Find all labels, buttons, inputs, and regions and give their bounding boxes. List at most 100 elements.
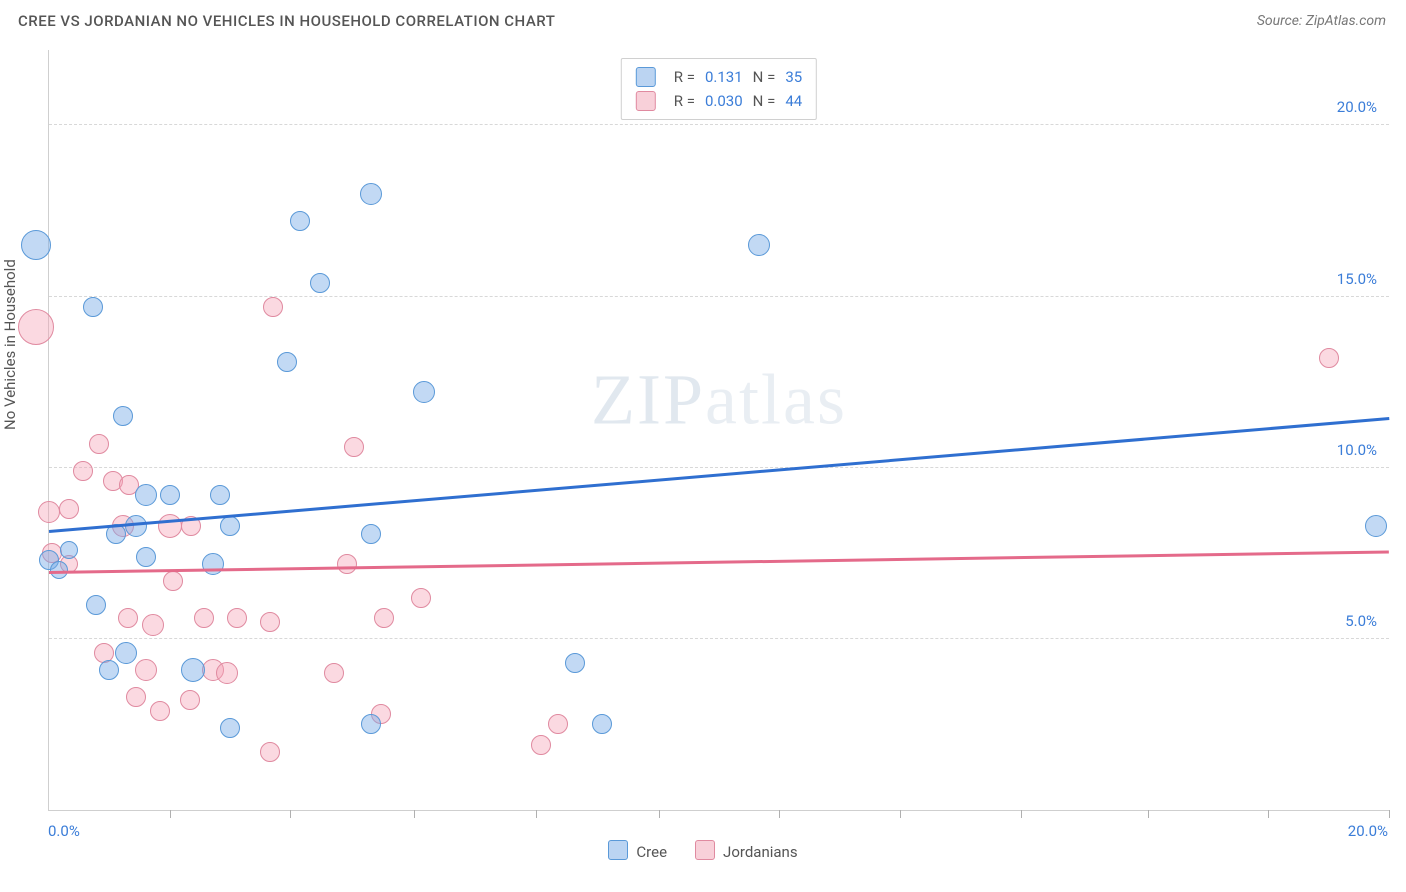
data-point-jordanians [411, 588, 431, 608]
x-tick [1268, 810, 1269, 818]
x-tick [659, 810, 660, 818]
x-tick [1021, 810, 1022, 818]
y-tick-label: 10.0% [1337, 441, 1377, 459]
y-tick-label: 5.0% [1345, 612, 1377, 630]
x-tick [536, 810, 537, 818]
gridline [49, 296, 1389, 297]
x-tick [290, 810, 291, 818]
swatch-pink-icon [636, 91, 656, 111]
data-point-cree [83, 297, 103, 317]
data-point-jordanians [142, 614, 164, 636]
data-point-cree [135, 484, 157, 506]
legend-label: Cree [636, 843, 667, 861]
data-point-cree [136, 547, 156, 567]
n-value: 35 [785, 65, 802, 89]
x-tick [779, 810, 780, 818]
y-tick-label: 15.0% [1337, 270, 1377, 288]
data-point-jordanians [337, 554, 357, 574]
data-point-jordanians [227, 608, 247, 628]
y-tick-label: 20.0% [1337, 98, 1377, 116]
scatter-chart: ZIPatlas R = 0.131 N = 35 R = 0.030 N = … [48, 50, 1389, 811]
data-point-cree [220, 718, 240, 738]
data-point-jordanians [126, 687, 146, 707]
data-point-cree [202, 553, 224, 575]
data-point-cree [99, 660, 119, 680]
swatch-blue-icon [636, 67, 656, 87]
legend-item-jordanians: Jordanians [695, 840, 798, 861]
y-axis-title: No Vehicles in Household [1, 259, 19, 430]
data-point-jordanians [180, 690, 200, 710]
gridline [49, 467, 1389, 468]
legend-item-cree: Cree [608, 840, 667, 861]
watermark-main: ZIP [591, 359, 705, 439]
gridline [49, 638, 1389, 639]
data-point-jordanians [118, 608, 138, 628]
x-axis-max-label: 20.0% [1348, 822, 1388, 840]
data-point-jordanians [1319, 348, 1339, 368]
data-point-cree [413, 381, 435, 403]
data-point-cree [361, 524, 381, 544]
n-value: 44 [785, 89, 802, 113]
watermark-rest: atlas [705, 359, 847, 439]
data-point-cree [115, 642, 137, 664]
data-point-cree [748, 234, 770, 256]
trend-line-jordanians [49, 551, 1389, 574]
data-point-cree [160, 485, 180, 505]
data-point-cree [592, 714, 612, 734]
n-label: N = [753, 89, 776, 113]
data-point-cree [277, 352, 297, 372]
data-point-cree [60, 541, 78, 559]
x-tick [170, 810, 171, 818]
chart-source: Source: ZipAtlas.com [1257, 13, 1386, 29]
x-tick [414, 810, 415, 818]
data-point-jordanians [260, 742, 280, 762]
data-point-cree [181, 658, 205, 682]
series-legend: Cree Jordanians [0, 840, 1406, 861]
data-point-jordanians [548, 714, 568, 734]
data-point-cree [220, 516, 240, 536]
data-point-jordanians [374, 608, 394, 628]
legend-row-jordanians: R = 0.030 N = 44 [636, 89, 802, 113]
data-point-jordanians [150, 701, 170, 721]
gridline [49, 124, 1389, 125]
x-tick [1389, 810, 1390, 818]
data-point-jordanians [163, 571, 183, 591]
data-point-jordanians [263, 297, 283, 317]
legend-row-cree: R = 0.131 N = 35 [636, 65, 802, 89]
data-point-jordanians [38, 501, 60, 523]
data-point-cree [1365, 515, 1387, 537]
r-label: R = [674, 65, 695, 89]
chart-header: CREE VS JORDANIAN NO VEHICLES IN HOUSEHO… [0, 0, 1406, 42]
r-label: R = [674, 89, 695, 113]
n-label: N = [753, 65, 776, 89]
data-point-jordanians [59, 499, 79, 519]
data-point-jordanians [216, 662, 238, 684]
correlation-legend: R = 0.131 N = 35 R = 0.030 N = 44 [621, 58, 817, 120]
data-point-cree [86, 595, 106, 615]
data-point-jordanians [18, 309, 54, 345]
chart-title: CREE VS JORDANIAN NO VEHICLES IN HOUSEHO… [18, 12, 555, 30]
data-point-jordanians [324, 663, 344, 683]
watermark: ZIPatlas [591, 358, 847, 441]
x-tick [900, 810, 901, 818]
data-point-jordanians [158, 514, 182, 538]
data-point-cree [361, 714, 381, 734]
data-point-jordanians [135, 659, 157, 681]
data-point-jordanians [344, 437, 364, 457]
trend-line-cree [49, 417, 1389, 532]
r-value: 0.030 [705, 89, 743, 113]
x-axis-min-label: 0.0% [48, 822, 80, 840]
swatch-blue-icon [608, 840, 628, 860]
data-point-cree [21, 230, 51, 260]
data-point-jordanians [260, 612, 280, 632]
data-point-jordanians [73, 461, 93, 481]
data-point-cree [360, 183, 382, 205]
data-point-cree [290, 211, 310, 231]
data-point-jordanians [194, 608, 214, 628]
data-point-cree [565, 653, 585, 673]
data-point-jordanians [89, 434, 109, 454]
data-point-cree [210, 485, 230, 505]
data-point-jordanians [531, 735, 551, 755]
data-point-cree [125, 515, 147, 537]
data-point-cree [310, 273, 330, 293]
